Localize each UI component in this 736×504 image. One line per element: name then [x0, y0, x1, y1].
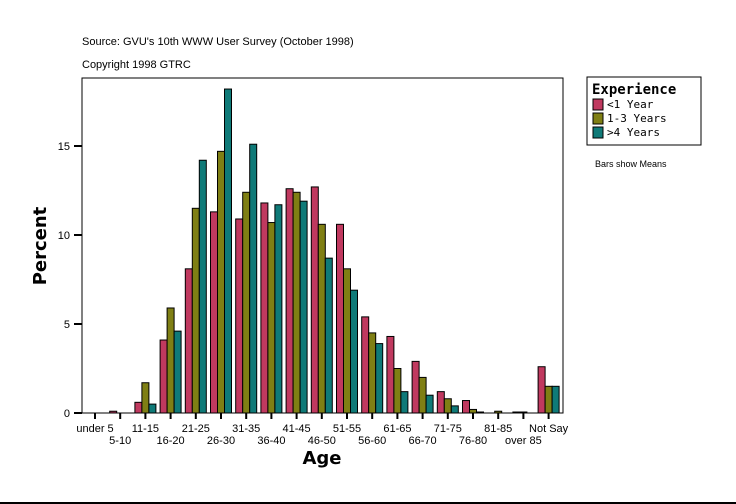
bar: [267, 222, 276, 414]
bar: [350, 289, 358, 414]
bar: [210, 211, 218, 414]
x-tick-label: 41-45: [283, 423, 311, 435]
x-axis-label: Age: [302, 448, 341, 469]
bar: [310, 186, 319, 414]
bar: [173, 330, 182, 414]
bar: [184, 268, 193, 414]
bar: [148, 403, 157, 414]
x-tick-label: 46-50: [308, 435, 336, 447]
bar: [544, 385, 553, 414]
x-tick-label: 71-75: [434, 423, 462, 435]
legend-label: >4 Years: [607, 126, 660, 139]
y-tick-label: 10: [58, 230, 70, 242]
x-tick-label: Not Say: [529, 423, 569, 435]
x-tick-label: 36-40: [257, 435, 285, 447]
x-tick-label: over 85: [505, 435, 542, 447]
x-tick-label: 16-20: [157, 435, 185, 447]
bar: [343, 268, 351, 414]
bar: [141, 382, 150, 414]
bar: [242, 191, 251, 414]
y-tick-label: 0: [64, 408, 70, 420]
x-tick-label: 76-80: [459, 435, 487, 447]
bar: [217, 150, 225, 414]
bar: [368, 332, 377, 414]
y-tick-label: 15: [58, 141, 70, 153]
bar: [450, 405, 459, 414]
bar: [235, 218, 244, 414]
x-tick-label: 56-60: [358, 435, 386, 447]
bar: [436, 391, 445, 414]
legend-swatch: [592, 126, 604, 139]
bar: [418, 376, 427, 414]
bar: [274, 204, 283, 414]
bar: [512, 411, 521, 414]
legend-label: 1-3 Years: [607, 112, 667, 125]
y-axis-label: Percent: [30, 206, 51, 285]
bar: [425, 394, 434, 414]
bar: [476, 411, 484, 414]
bar: [285, 188, 294, 414]
y-tick-label: 5: [64, 319, 70, 331]
bar: [469, 408, 477, 414]
bar: [198, 159, 207, 414]
x-tick-label: 61-65: [383, 423, 411, 435]
bar: [299, 200, 308, 414]
bar: [393, 368, 402, 414]
bar: [317, 223, 326, 414]
bar: [292, 191, 301, 414]
note-text: Bars show Means: [595, 159, 667, 169]
x-tick-label: 11-15: [132, 423, 159, 435]
bar: [551, 385, 560, 414]
x-tick-label: 26-30: [207, 435, 235, 447]
legend-swatch: [592, 112, 604, 125]
bar: [260, 202, 269, 414]
source-text: Source: GVU's 10th WWW User Survey (Octo…: [82, 36, 354, 48]
bar: [411, 360, 420, 414]
bar: [375, 343, 384, 414]
copyright-text: Copyright 1998 GTRC: [82, 59, 191, 71]
legend-label: <1 Year: [607, 98, 654, 111]
legend-swatch: [592, 98, 604, 111]
bar: [159, 339, 168, 414]
bar: [166, 307, 175, 414]
bar: [494, 410, 503, 414]
x-tick-label: 51-55: [333, 423, 361, 435]
x-tick-label: 5-10: [109, 435, 131, 447]
bar: [400, 391, 409, 414]
bar: [443, 398, 452, 414]
x-tick-label: under 5: [76, 423, 113, 435]
bar: [134, 401, 143, 414]
x-tick-label: 21-25: [182, 423, 210, 435]
legend-title: Experience: [592, 82, 676, 98]
x-tick-label: 31-35: [232, 423, 260, 435]
bar: [191, 207, 200, 414]
x-tick-label: 66-70: [409, 435, 437, 447]
bar: [462, 400, 470, 414]
bar: [109, 410, 118, 414]
bar: [519, 411, 528, 414]
bar: [537, 366, 546, 414]
x-tick-label: 81-85: [484, 423, 512, 435]
bar: [386, 335, 395, 414]
bar: [361, 316, 370, 414]
bar: [336, 223, 344, 414]
bar: [224, 88, 232, 414]
bar: [324, 257, 333, 414]
bar: [249, 143, 258, 414]
